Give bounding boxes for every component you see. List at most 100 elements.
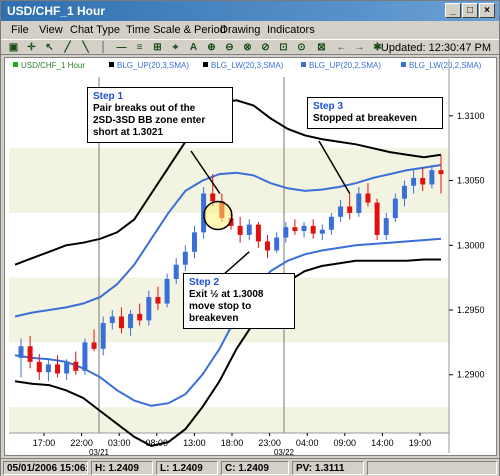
legend-item-upper3: BLG_UP(20,3,SMA): [109, 61, 189, 70]
maximize-button[interactable]: □: [462, 3, 478, 18]
status-pv: PV: 1.3111: [292, 461, 364, 475]
lower-3sd-band-line: [14, 258, 441, 447]
horizontal-line-icon[interactable]: │: [100, 42, 107, 53]
select-tool-icon[interactable]: ▣: [8, 42, 19, 53]
candle-body: [82, 342, 88, 371]
menu-chart-type[interactable]: Chat Type: [70, 24, 120, 36]
menu-time-scale[interactable]: Time Scale & Period: [126, 24, 226, 36]
step2-arrow: [222, 251, 250, 276]
candle-body: [64, 361, 70, 374]
candle-body: [401, 185, 407, 199]
candle-body: [328, 216, 334, 230]
line-tool-icon[interactable]: ╱: [64, 42, 71, 53]
legend-label: USD/CHF_1 Hour: [21, 61, 86, 70]
candle-body: [374, 202, 380, 235]
scroll-right-icon[interactable]: ⊙: [297, 42, 306, 53]
x-tick-label: 22:00: [70, 438, 93, 448]
x-tick-label: 13:00: [183, 438, 206, 448]
legend-item-lower3: BLG_LW(20,3,SMA): [203, 61, 283, 70]
x-tick-label: 09:00: [334, 438, 357, 448]
x-tick-label: 23:00: [258, 438, 281, 448]
candle-body: [246, 224, 252, 235]
step3-title: Step 3: [313, 101, 344, 112]
close-button[interactable]: ×: [479, 3, 495, 18]
scroll-left-icon[interactable]: ⊡: [279, 42, 288, 53]
menu-file[interactable]: File: [11, 24, 29, 36]
y-tick-label: 1.2900: [457, 370, 485, 380]
candle-body: [182, 251, 188, 265]
text-tool-icon[interactable]: ⌖: [172, 42, 179, 53]
candle-body: [420, 177, 426, 185]
zoom-out-icon[interactable]: ⊕: [207, 42, 216, 53]
legend-label: BLG_LW(20,3,SMA): [211, 61, 284, 70]
candle-body: [237, 225, 243, 235]
legend-swatch-icon: [401, 62, 406, 67]
candle-body: [319, 229, 325, 234]
channel-icon[interactable]: ≡: [136, 42, 143, 53]
candle-body: [91, 342, 97, 349]
candle-body: [411, 177, 417, 186]
step1-callout: Step 1 Pair breaks out of the 2SD-3SD BB…: [87, 87, 233, 143]
candle-body: [392, 198, 398, 219]
band-bg: [9, 407, 449, 433]
minimize-button[interactable]: _: [445, 3, 461, 18]
band-bg: [9, 148, 449, 213]
candle-body: [18, 346, 24, 358]
candle-body: [55, 364, 61, 374]
menu-view[interactable]: View: [39, 24, 63, 36]
refresh-icon[interactable]: ⊗: [243, 42, 252, 53]
vertical-line-icon[interactable]: —: [116, 42, 127, 53]
candle-body: [356, 193, 362, 213]
entry-highlight-circle: [203, 200, 233, 231]
step1-title: Step 1: [93, 91, 124, 102]
candle-body: [146, 297, 152, 321]
band-backgrounds: [9, 148, 449, 433]
candle-body: [274, 237, 280, 251]
title-bar: USD/CHF_1 Hour _ □ ×: [1, 1, 499, 21]
zoom-in-icon[interactable]: A: [189, 42, 198, 53]
candle-body: [155, 297, 161, 304]
candle-body: [45, 364, 51, 373]
crosshair-icon[interactable]: ✛: [27, 42, 36, 53]
status-empty: [367, 461, 497, 475]
status-high: H: 1.2409: [91, 461, 153, 475]
legend-swatch-icon: [109, 62, 114, 67]
legend-item-price: USD/CHF_1 Hour: [13, 61, 85, 70]
updated-time: Updated: 12:30:47 PM: [380, 42, 491, 54]
step1-arrow: [190, 150, 221, 194]
options-icon[interactable]: ✱: [373, 42, 382, 53]
y-tick-label: 1.3100: [457, 111, 485, 121]
x-tick-label: 14:00: [371, 438, 394, 448]
fibonacci-icon[interactable]: ⊞: [153, 42, 162, 53]
annotations: [190, 140, 351, 276]
candle-body: [210, 193, 216, 202]
menu-indicators[interactable]: Indicators: [267, 24, 315, 36]
legend-label: BLG_UP(20,3,SMA): [117, 61, 190, 70]
menu-bar: File View Chat Type Time Scale & Period …: [1, 22, 499, 39]
y-axis: 1.3100 1.3050 1.3000 1.2950 1.2900: [449, 111, 485, 380]
arrow-left-icon[interactable]: ←: [336, 42, 347, 53]
candle-body: [310, 225, 316, 234]
candle-body: [383, 218, 389, 235]
settings-icon[interactable]: ⊠: [317, 42, 326, 53]
zoom-box-icon[interactable]: ⊖: [225, 42, 234, 53]
date-label: 03/21: [89, 448, 110, 457]
step1-body: Pair breaks out of the 2SD-3SD BB zone e…: [93, 103, 206, 138]
legend-item-lower2: BLG_LW(20,2,SMA): [401, 61, 481, 70]
candle-body: [301, 225, 307, 232]
candle-body: [338, 206, 344, 217]
window-title: USD/CHF_1 Hour: [7, 4, 106, 18]
legend-swatch-icon: [203, 62, 208, 67]
arrow-right-icon[interactable]: →: [354, 42, 365, 53]
step2-body: Exit ½ at 1.3008 move stop to breakeven: [189, 289, 264, 324]
grid-icon[interactable]: ⊘: [261, 42, 270, 53]
legend-item-upper2: BLG_UP(20,2,SMA): [301, 61, 381, 70]
menu-drawing[interactable]: Drawing: [220, 24, 261, 36]
cursor-icon[interactable]: ↖: [45, 42, 54, 53]
trend-line-icon[interactable]: ╲: [82, 42, 89, 53]
candle-body: [191, 232, 197, 252]
x-tick-label: 08:00: [146, 438, 169, 448]
candle-body: [255, 224, 261, 242]
candle-body: [73, 361, 79, 371]
